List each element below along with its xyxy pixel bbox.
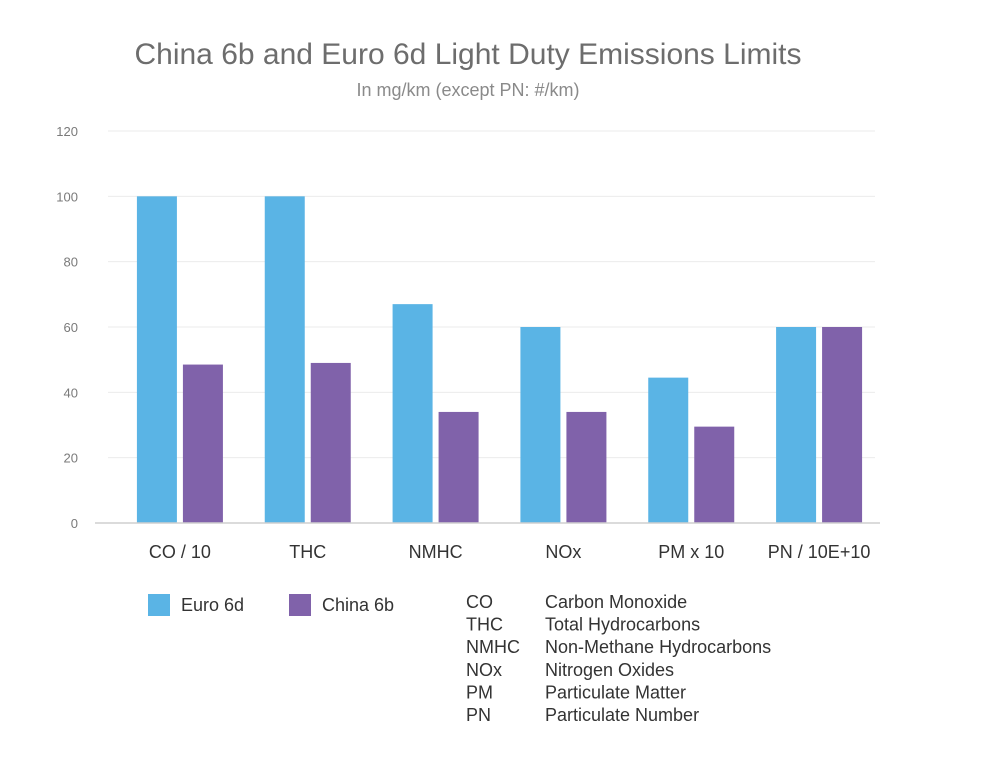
abbreviation-meaning: Nitrogen Oxides bbox=[545, 660, 674, 680]
abbreviation-meaning: Non-Methane Hydrocarbons bbox=[545, 637, 771, 657]
abbreviation: NOx bbox=[466, 660, 502, 680]
bar-china-6b bbox=[182, 364, 223, 523]
abbreviation-meaning: Particulate Number bbox=[545, 705, 699, 725]
bar-euro-6d bbox=[648, 377, 689, 523]
x-axis-ticks: CO / 10 THC NMHC NOx PM x 10 PN / 10E+10 bbox=[149, 542, 870, 562]
chart-title: China 6b and Euro 6d Light Duty Emission… bbox=[134, 38, 801, 71]
gridlines bbox=[108, 130, 875, 459]
bar-euro-6d bbox=[520, 327, 561, 523]
x-tick-label: NMHC bbox=[409, 542, 463, 562]
abbreviation: PM bbox=[466, 682, 493, 702]
y-tick-label: 60 bbox=[64, 320, 78, 335]
y-tick-label: 40 bbox=[64, 385, 78, 400]
y-tick-label: 120 bbox=[56, 124, 78, 139]
bar-euro-6d bbox=[776, 327, 817, 523]
x-tick-label: CO / 10 bbox=[149, 542, 211, 562]
bar-china-6b bbox=[310, 362, 351, 523]
legend-label: Euro 6d bbox=[181, 595, 244, 615]
bar-euro-6d bbox=[136, 196, 177, 524]
legend-swatch bbox=[289, 594, 311, 616]
abbreviation: PN bbox=[466, 705, 491, 725]
x-tick-label: PN / 10E+10 bbox=[768, 542, 871, 562]
legend: Euro 6d China 6b bbox=[148, 594, 394, 616]
bar-china-6b bbox=[438, 411, 479, 523]
x-tick-label: PM x 10 bbox=[658, 542, 724, 562]
x-tick-label: NOx bbox=[545, 542, 581, 562]
y-tick-label: 20 bbox=[64, 451, 78, 466]
abbreviation: NMHC bbox=[466, 637, 520, 657]
abbreviation: THC bbox=[466, 615, 503, 635]
chart-subtitle: In mg/km (except PN: #/km) bbox=[356, 80, 579, 100]
y-tick-label: 0 bbox=[71, 516, 78, 531]
abbreviation-meaning: Total Hydrocarbons bbox=[545, 615, 700, 635]
x-tick-label: THC bbox=[289, 542, 326, 562]
y-tick-label: 80 bbox=[64, 255, 78, 270]
y-tick-label: 100 bbox=[56, 189, 78, 204]
legend-label: China 6b bbox=[322, 595, 394, 615]
bar-china-6b bbox=[694, 426, 735, 523]
bar-euro-6d bbox=[264, 196, 305, 524]
y-axis-ticks: 0 20 40 60 80 100 120 bbox=[56, 124, 78, 531]
abbreviation-key: CO Carbon Monoxide THC Total Hydrocarbons NM… bbox=[466, 592, 771, 725]
bar-china-6b bbox=[822, 327, 863, 523]
bar-china-6b bbox=[566, 411, 607, 523]
abbreviation-meaning: Carbon Monoxide bbox=[545, 592, 687, 612]
bar-euro-6d bbox=[392, 304, 433, 523]
abbreviation-meaning: Particulate Matter bbox=[545, 682, 686, 702]
abbreviation: CO bbox=[466, 592, 493, 612]
bars bbox=[136, 196, 863, 524]
legend-swatch bbox=[148, 594, 170, 616]
